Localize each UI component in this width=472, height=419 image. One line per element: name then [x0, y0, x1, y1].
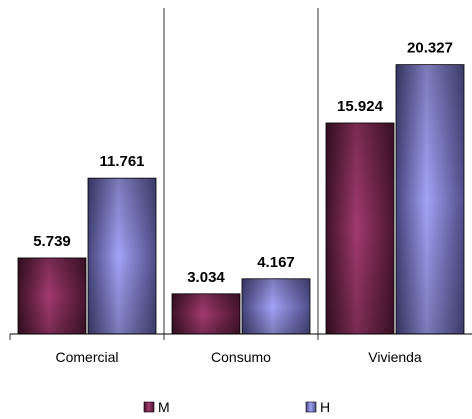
- data-labels: 5.739 11.761 3.034 4.167 15.924 20.327: [33, 40, 453, 286]
- category-dividers: [9, 8, 319, 340]
- bar-shading: [88, 178, 156, 334]
- bar-shading: [242, 278, 310, 334]
- bars: [17, 64, 465, 335]
- data-label-h-comercial: 11.761: [99, 153, 144, 170]
- data-label-h-vivienda: 20.327: [407, 40, 453, 57]
- legend-swatch-m: [143, 401, 155, 413]
- category-labels: Comercial Consumo Vivienda: [55, 349, 421, 365]
- category-label-vivienda: Vivienda: [368, 349, 422, 365]
- bar-shading: [326, 122, 394, 334]
- data-label-m-consumo: 3.034: [187, 269, 225, 286]
- bar-shading: [18, 257, 86, 334]
- legend-label-h: H: [320, 399, 330, 415]
- data-label-m-comercial: 5.739: [33, 233, 71, 250]
- legend: M H: [143, 399, 330, 415]
- data-label-m-vivienda: 15.924: [337, 98, 384, 115]
- bar-shading: [396, 64, 464, 334]
- category-label-consumo: Consumo: [211, 349, 271, 365]
- category-label-comercial: Comercial: [55, 349, 118, 365]
- bar-shading: [172, 293, 240, 334]
- legend-label-m: M: [158, 399, 170, 415]
- data-label-h-consumo: 4.167: [257, 254, 295, 271]
- legend-swatch-h: [305, 401, 317, 413]
